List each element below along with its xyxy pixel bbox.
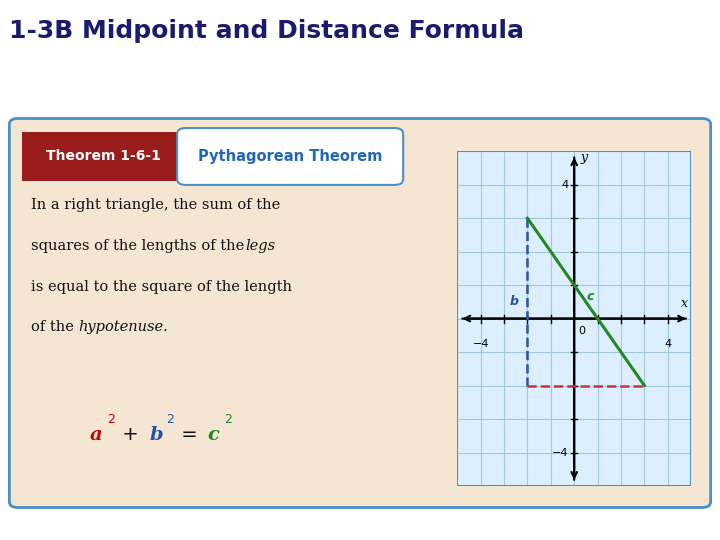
- Text: Theorem 1-6-1: Theorem 1-6-1: [45, 150, 161, 164]
- FancyBboxPatch shape: [9, 118, 711, 508]
- Text: c: c: [207, 427, 219, 444]
- Text: −4: −4: [472, 339, 489, 349]
- Text: 2: 2: [166, 413, 174, 426]
- Text: squares of the lengths of the: squares of the lengths of the: [31, 239, 249, 253]
- Text: In a right triangle, the sum of the: In a right triangle, the sum of the: [31, 198, 280, 212]
- Text: 4: 4: [561, 180, 568, 190]
- Text: hypotenuse.: hypotenuse.: [78, 320, 168, 334]
- Text: of the: of the: [31, 320, 78, 334]
- Text: b: b: [510, 295, 519, 308]
- Text: x: x: [680, 297, 688, 310]
- Text: Pythagorean Theorem: Pythagorean Theorem: [198, 149, 382, 164]
- Text: 2: 2: [224, 413, 232, 426]
- FancyBboxPatch shape: [177, 128, 403, 185]
- Text: =: =: [175, 426, 204, 444]
- Text: 2: 2: [107, 413, 115, 426]
- Text: 4: 4: [665, 339, 671, 349]
- Text: is equal to the square of the length: is equal to the square of the length: [31, 280, 292, 294]
- FancyBboxPatch shape: [22, 132, 184, 180]
- Text: +: +: [116, 426, 145, 444]
- Text: a: a: [90, 427, 103, 444]
- Text: y: y: [580, 151, 588, 164]
- Text: −4: −4: [552, 448, 568, 457]
- Text: legs: legs: [246, 239, 276, 253]
- Text: 1-3B Midpoint and Distance Formula: 1-3B Midpoint and Distance Formula: [9, 19, 524, 43]
- Text: c: c: [587, 291, 594, 303]
- Text: 0: 0: [578, 326, 585, 336]
- Text: b: b: [149, 427, 163, 444]
